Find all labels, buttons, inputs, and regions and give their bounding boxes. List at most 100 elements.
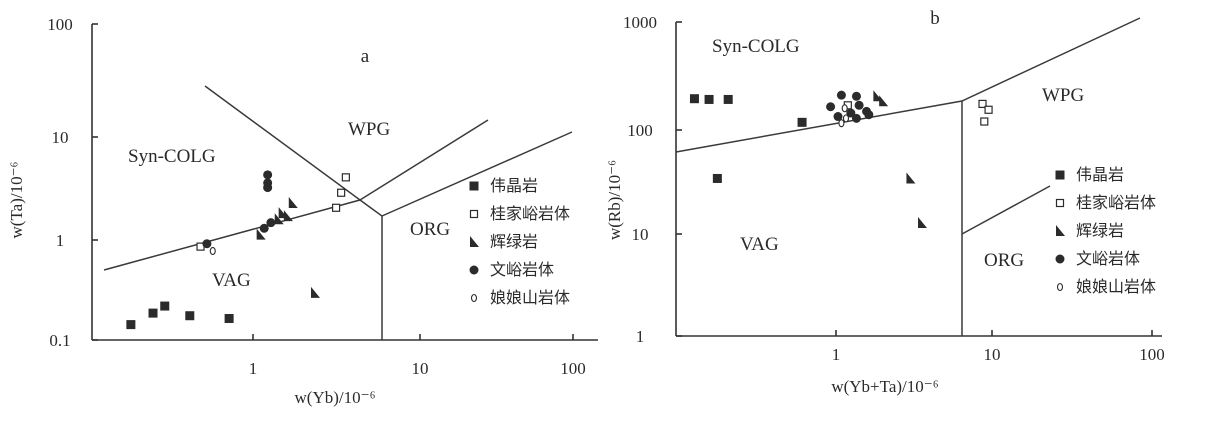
data-point [712,173,722,183]
data-point [263,170,273,180]
legend-label: 文峪岩体 [1076,249,1140,268]
y-tick-label: 10 [632,225,649,244]
data-point [160,301,170,311]
legend-marker [469,265,479,275]
series-filled-circle [826,90,874,123]
data-point [980,117,989,126]
panel-label: a [361,46,370,67]
data-point [978,99,987,109]
legend-marker [1055,198,1065,208]
data-point [283,210,293,222]
series-filled-circle [202,170,276,249]
series-filled-square [689,94,807,183]
data-point [259,223,269,233]
field-label-wpg: WPG [348,119,391,140]
data-point [984,105,993,114]
data-point [842,114,850,123]
data-point [341,173,350,182]
legend-marker [1056,225,1065,236]
data-point [851,113,861,123]
legend-label: 辉绿岩 [1076,221,1124,240]
legend-label: 伟晶岩 [490,176,538,195]
series-filled-triangle [256,196,321,298]
legend-marker [470,293,478,303]
data-point [337,188,346,197]
field-boundary-line [381,131,573,217]
x-tick-label: 10 [412,359,429,378]
y-tick-label: 10 [52,128,69,147]
data-point [826,102,836,112]
y-tick-label: 0.1 [49,331,70,350]
data-point [288,196,298,208]
data-point [841,104,848,113]
legend-label: 文峪岩体 [490,260,554,279]
data-point [266,218,276,228]
x-tick-label: 10 [984,345,1001,364]
data-point [331,203,341,212]
data-point [202,239,212,249]
legend-label: 桂家峪岩体 [1076,193,1156,212]
data-point [274,213,284,225]
x-axis-label: w(Yb+Ta)/10⁻⁶ [831,377,938,396]
data-point [689,94,699,104]
legend-marker [1055,170,1065,180]
legend-marker [1055,254,1065,264]
data-point [209,246,216,256]
field-label-vag: VAG [740,234,779,255]
data-point [879,95,889,107]
field-boundary-line [204,85,489,201]
series-open-square [196,173,350,251]
series-small-open-circle [209,246,216,256]
panel-a-chart: 0.1 1 10 100 1 10 100 w(Yb)/10⁻⁶ w(Ta)/10⁻⁶ a Syn-… [7,15,598,407]
x-tick-label: 1 [249,359,258,378]
x-axis-label: w(Yb)/10⁻⁶ [295,388,376,407]
field-label-org: ORG [984,250,1024,271]
data-point [311,286,321,298]
data-point [833,112,843,122]
legend-label: 娘娘山岩体 [1076,277,1156,296]
data-point [723,94,733,104]
y-axis-label: w(Rb)/10⁻⁶ [605,160,624,240]
data-point [263,183,273,193]
legend-label: 娘娘山岩体 [490,288,570,307]
data-point [836,90,846,100]
x-tick-label: 100 [560,359,586,378]
data-point [846,108,856,118]
data-point [256,228,266,240]
data-point [185,311,195,321]
legend-label: 伟晶岩 [1076,165,1124,184]
series-open-square [843,99,993,126]
series-filled-triangle [873,90,927,229]
data-point [224,313,234,323]
field-boundary-line [961,185,1051,235]
data-point [797,117,807,127]
data-point [704,94,714,104]
field-label-vag: VAG [212,270,251,291]
y-axis-label: w(Ta)/10⁻⁶ [7,161,26,238]
data-point [917,217,927,229]
series-filled-square [126,301,234,330]
y-tick-label: 100 [627,121,653,140]
data-point [854,100,864,110]
series-small-open-circle [838,104,850,128]
field-label-org: ORG [410,219,450,240]
data-point [126,320,136,330]
panel-label: b [930,8,940,29]
field-label-syn-colg: Syn-COLG [712,36,800,57]
y-tick-label: 1 [636,327,645,346]
y-tick-label: 100 [47,15,73,34]
legend-marker [469,209,479,219]
y-tick-label: 1 [56,231,65,250]
field-label-wpg: WPG [1042,85,1085,106]
x-tick-label: 100 [1139,345,1165,364]
data-point [851,91,861,101]
panel-b-chart: 1 10 100 1000 1 10 100 w(Yb+Ta)/10⁻⁶ w(Rb)/10⁻⁶ b… [605,8,1165,396]
field-boundary-line [103,199,383,340]
legend-label: 桂家峪岩体 [490,204,570,223]
legend-marker [469,181,479,191]
data-point [838,119,845,128]
data-point [864,110,874,120]
